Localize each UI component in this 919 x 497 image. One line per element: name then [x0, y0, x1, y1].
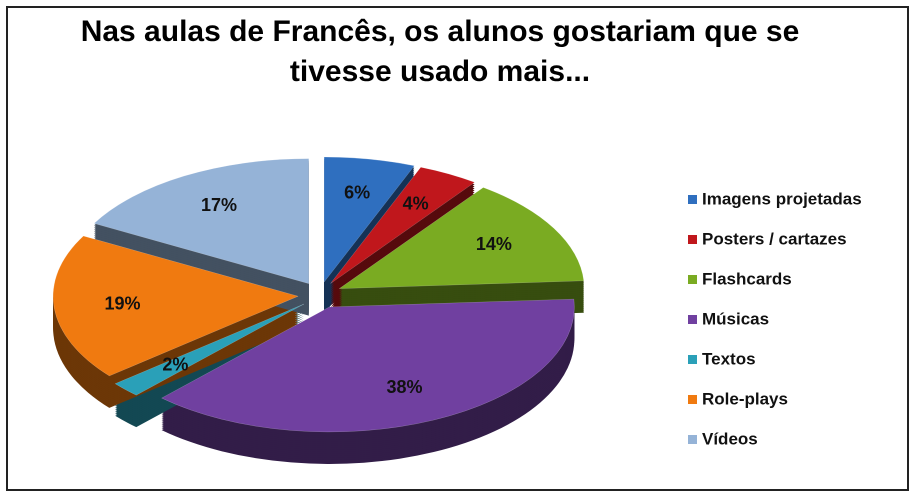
data-label: 2%: [162, 354, 188, 374]
legend-swatch: [688, 315, 697, 324]
legend-label: Flashcards: [702, 269, 792, 288]
chart-title: Nas aulas de Francês, os alunos gostaria…: [80, 15, 800, 88]
slice: [161, 298, 575, 433]
slice: [338, 187, 585, 289]
slice: [330, 166, 476, 284]
legend-swatch: [688, 235, 697, 244]
legend-label: Imagens projetadas: [702, 189, 862, 208]
chart-frame: [6, 6, 909, 491]
slice: [114, 303, 305, 396]
pie-tops: [52, 156, 585, 433]
legend-label: Posters / cartazes: [702, 229, 847, 248]
data-label: 19%: [104, 293, 140, 313]
data-label: 17%: [201, 195, 237, 215]
slice: [52, 235, 299, 377]
legend-swatch: [688, 395, 697, 404]
legend-label: Textos: [702, 349, 756, 368]
legend-swatch: [688, 275, 697, 284]
legend-swatch: [688, 355, 697, 364]
legend-label: Vídeos: [702, 429, 758, 448]
legend-label: Músicas: [702, 309, 769, 328]
legend-swatch: [688, 435, 697, 444]
slice: [323, 156, 415, 283]
data-label: 6%: [344, 182, 370, 202]
slice: [93, 158, 310, 284]
data-label: 14%: [476, 234, 512, 254]
legend-label: Role-plays: [702, 389, 788, 408]
legend-swatch: [688, 195, 697, 204]
data-label: 38%: [386, 377, 422, 397]
data-label: 4%: [403, 193, 429, 213]
